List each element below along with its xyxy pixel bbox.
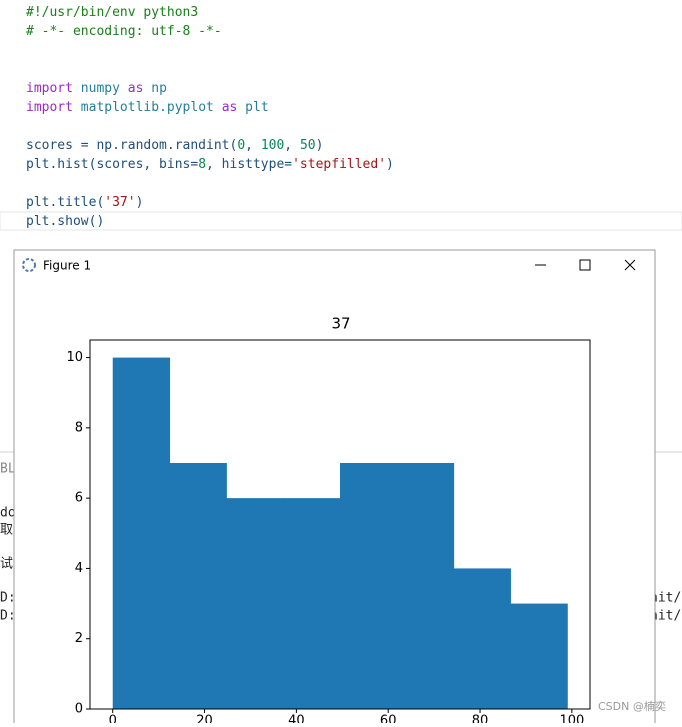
histogram-bar	[112, 357, 171, 709]
code-token: , histtype=	[206, 157, 292, 172]
code-token: matplotlib.pyplot	[73, 100, 222, 115]
histogram-bar	[169, 463, 227, 709]
y-tick-label: 6	[75, 491, 83, 506]
code-token: )	[316, 138, 324, 153]
maximize-button[interactable]	[579, 259, 591, 271]
code-token: # -*- encoding: utf-8 -*-	[26, 24, 222, 39]
code-token: )	[136, 195, 144, 210]
code-token: import	[26, 100, 73, 115]
window-icon	[22, 258, 36, 272]
code-line: scores = np.random.randint(0, 100, 50)	[26, 138, 323, 153]
histogram-bar	[453, 568, 511, 709]
code-token: plt.show()	[26, 214, 104, 229]
code-line: import numpy as np	[26, 81, 167, 96]
background-text: D:	[0, 591, 16, 606]
code-token: 'stepfilled'	[292, 157, 386, 172]
code-token: ,	[284, 138, 300, 153]
code-token: plt.hist(scores, bins=	[26, 157, 198, 172]
background-text: 试	[0, 557, 13, 572]
chart-title: 37	[331, 315, 350, 333]
x-tick-label: 60	[380, 714, 397, 724]
code-line: # -*- encoding: utf-8 -*-	[26, 24, 222, 39]
x-tick-label: 100	[559, 714, 584, 724]
watermark: CSDN @楠奕	[598, 699, 666, 713]
code-token: 50	[300, 138, 316, 153]
code-token: 8	[198, 157, 206, 172]
histogram-bar	[283, 498, 341, 709]
code-token: as	[128, 81, 144, 96]
code-token: '37'	[104, 195, 135, 210]
code-token: ,	[245, 138, 261, 153]
background-text: D:	[0, 609, 16, 624]
code-token: as	[222, 100, 238, 115]
code-line: import matplotlib.pyplot as plt	[26, 100, 269, 115]
code-token: numpy	[73, 81, 128, 96]
histogram-bar	[226, 498, 284, 709]
y-tick-label: 4	[75, 561, 83, 576]
code-line: plt.hist(scores, bins=8, histtype='stepf…	[26, 157, 394, 172]
code-token: import	[26, 81, 73, 96]
code-line: #!/usr/bin/env python3	[26, 5, 198, 20]
x-tick-label: 40	[288, 714, 305, 724]
window-title: Figure 1	[43, 259, 91, 273]
code-line: plt.show()	[26, 214, 104, 229]
x-tick-label: 0	[109, 714, 117, 724]
close-button[interactable]	[624, 259, 636, 271]
code-token: plt	[237, 100, 268, 115]
y-tick-label: 8	[75, 420, 83, 435]
background-text: 取	[0, 523, 13, 538]
y-tick-label: 10	[66, 350, 83, 365]
y-tick-label: 2	[75, 631, 83, 646]
y-tick-label: 0	[75, 702, 83, 717]
histogram-bar	[396, 463, 455, 709]
axes-frame	[89, 339, 591, 710]
code-line: plt.title('37')	[26, 195, 143, 210]
x-tick-label: 20	[196, 714, 213, 724]
code-token: )	[386, 157, 394, 172]
code-token: plt.title(	[26, 195, 104, 210]
code-token: scores = np.random.randint(	[26, 138, 237, 153]
current-line	[0, 211, 682, 231]
code-token: np	[143, 81, 167, 96]
code-token: 100	[261, 138, 284, 153]
code-token: #!/usr/bin/env python3	[26, 5, 198, 20]
code-token: 0	[237, 138, 245, 153]
background-text: nit/p	[650, 591, 682, 606]
histogram-bar	[340, 463, 398, 709]
background-text: do	[0, 506, 16, 521]
background-text: nit/p	[650, 609, 682, 624]
histogram-bar	[510, 603, 568, 709]
x-tick-label: 80	[472, 714, 489, 724]
